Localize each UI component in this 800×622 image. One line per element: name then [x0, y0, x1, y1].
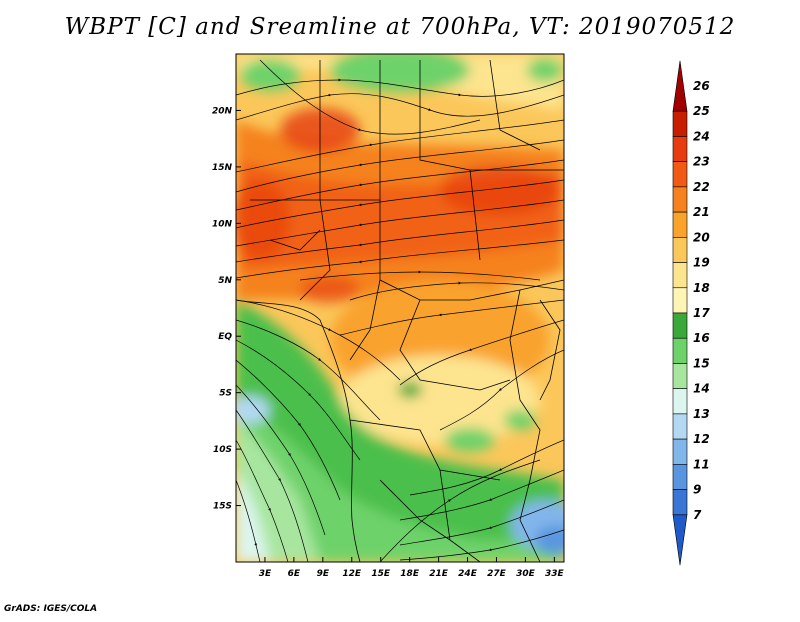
plot-frame: [235, 53, 565, 563]
lon-tick-label: 33E: [545, 569, 565, 579]
colorbar-swatch: [672, 287, 688, 314]
latitude-axis: 20N 15N 10N 5N EQ 5S 10S 15S: [212, 106, 241, 512]
colorbar-swatch: [672, 514, 688, 566]
colorbar-label: 21: [693, 205, 710, 219]
lat-tick-label: 15S: [213, 502, 232, 512]
country-borders: [236, 59, 564, 562]
colorbar-label: 15: [693, 356, 710, 370]
colorbar: 26 25 24 23 22 21 20 19 18 17 16 15 14 13 12 11 9 7: [672, 60, 710, 566]
colorbar-swatch: [672, 262, 688, 289]
lon-tick-label: 9E: [317, 569, 330, 579]
colorbar-swatch: [672, 110, 688, 137]
colorbar-swatch: [672, 464, 688, 490]
colorbar-swatch: [672, 186, 688, 213]
colorbar-label: 20: [693, 230, 710, 244]
lat-tick-label: 10N: [212, 219, 233, 229]
streamlines: [236, 59, 564, 562]
lon-tick-label: 3E: [259, 569, 272, 579]
colorbar-label: 7: [693, 508, 702, 522]
colorbar-swatch: [672, 211, 688, 238]
colorbar-label: 11: [693, 457, 710, 471]
lat-tick-label: 5N: [218, 276, 232, 286]
colorbar-swatch: [672, 60, 688, 112]
map-title: WBPT [C] and Sreamline at 700hPa, VT: 20…: [64, 14, 736, 40]
colorbar-label: 25: [693, 104, 710, 118]
lon-tick-label: 6E: [288, 569, 301, 579]
lon-tick-label: 30E: [516, 569, 536, 579]
grads-credit: GrADS: IGES/COLA: [4, 604, 98, 614]
colorbar-swatch: [672, 489, 688, 516]
longitude-axis: 3E 6E 9E 12E 15E 18E 21E 24E 27E 30E 33E: [259, 557, 565, 579]
colorbar-label: 22: [693, 180, 710, 194]
colorbar-label: 14: [693, 382, 710, 396]
colorbar-swatch: [672, 312, 688, 339]
colorbar-swatch: [672, 438, 688, 465]
colorbar-swatch: [672, 161, 688, 188]
colorbar-label: 26: [693, 79, 710, 93]
lat-tick-label: 10S: [213, 445, 232, 455]
colorbar-label: 24: [693, 129, 710, 143]
lon-tick-label: 15E: [371, 569, 391, 579]
wbpt-shading: [236, 54, 564, 562]
lat-tick-label: 20N: [212, 106, 233, 116]
lon-tick-label: 24E: [458, 569, 478, 579]
colorbar-label: 13: [693, 407, 710, 421]
lon-tick-label: 18E: [400, 569, 420, 579]
colorbar-swatch: [672, 337, 688, 364]
colorbar-label: 17: [693, 306, 710, 320]
lat-tick-label: 5S: [219, 389, 232, 399]
colorbar-label: 23: [693, 155, 710, 169]
lon-tick-label: 21E: [429, 569, 449, 579]
colorbar-label: 12: [693, 432, 710, 446]
colorbar-label: 16: [693, 331, 710, 345]
colorbar-label: 9: [693, 483, 701, 497]
lat-tick-label: EQ: [218, 332, 232, 342]
colorbar-swatch: [672, 237, 688, 263]
colorbar-label: 18: [693, 281, 710, 295]
lon-tick-label: 12E: [342, 569, 362, 579]
colorbar-swatch: [672, 136, 688, 162]
lon-tick-label: 27E: [487, 569, 507, 579]
colorbar-swatch: [672, 388, 688, 415]
colorbar-label: 19: [693, 256, 710, 270]
colorbar-swatch: [672, 363, 688, 389]
lat-tick-label: 15N: [212, 163, 233, 173]
colorbar-swatch: [672, 413, 688, 440]
